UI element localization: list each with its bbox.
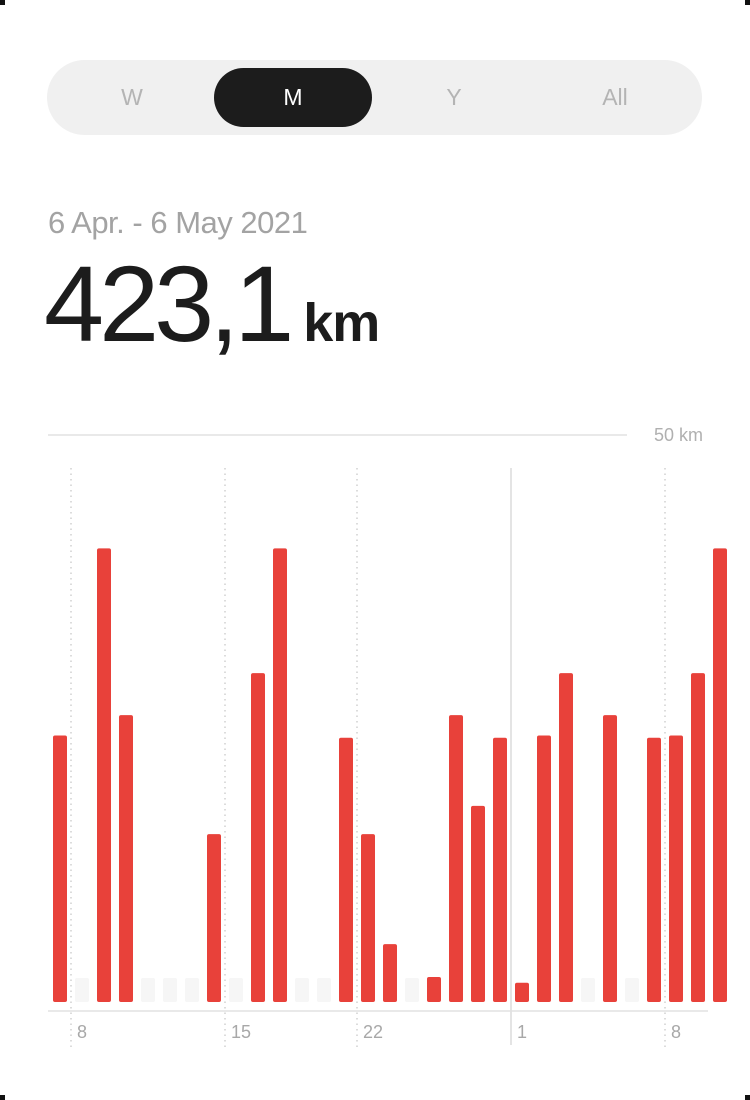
x-tick-label: 8 xyxy=(671,1022,681,1042)
bar xyxy=(97,548,111,1002)
bar xyxy=(427,977,441,1002)
tab-year[interactable]: Y xyxy=(446,84,462,110)
total-distance-unit: km xyxy=(303,293,380,353)
empty-bar xyxy=(75,978,89,1002)
empty-bar xyxy=(229,978,243,1002)
bar xyxy=(471,805,485,1002)
total-distance: 423,1 km xyxy=(44,243,380,364)
daily-distance-chart: 50 km 8 15 22 1 8 xyxy=(48,425,727,1047)
bar xyxy=(493,737,507,1002)
date-range: 6 Apr. - 6 May 2021 xyxy=(48,205,308,240)
total-distance-value: 423,1 xyxy=(44,243,294,364)
bar xyxy=(603,715,617,1002)
x-tick-label: 15 xyxy=(231,1022,251,1042)
period-segmented-control: W M Y All xyxy=(47,60,702,135)
empty-bar xyxy=(163,978,177,1002)
bar xyxy=(537,735,551,1002)
tab-month[interactable]: M xyxy=(214,68,372,127)
bar xyxy=(361,834,375,1002)
bar xyxy=(273,548,287,1002)
empty-bar xyxy=(295,978,309,1002)
reference-label: 50 km xyxy=(654,425,703,445)
bar xyxy=(449,715,463,1002)
bar xyxy=(119,715,133,1002)
empty-bar xyxy=(141,978,155,1002)
empty-bar xyxy=(625,978,639,1002)
bar xyxy=(207,834,221,1002)
tab-week[interactable]: W xyxy=(121,84,143,110)
corner-mark xyxy=(0,1095,5,1100)
corner-mark xyxy=(745,1095,750,1100)
bar xyxy=(339,737,353,1002)
bar xyxy=(559,673,573,1002)
empty-bar xyxy=(317,978,331,1002)
bar xyxy=(669,735,683,1002)
bar xyxy=(251,673,265,1002)
empty-bar xyxy=(185,978,199,1002)
bar xyxy=(647,737,661,1002)
corner-mark xyxy=(0,0,5,5)
empty-bar xyxy=(405,978,419,1002)
empty-bar xyxy=(581,978,595,1002)
bar xyxy=(515,982,529,1002)
tab-all[interactable]: All xyxy=(602,84,628,110)
x-tick-label: 8 xyxy=(77,1022,87,1042)
bar xyxy=(53,735,67,1002)
bar xyxy=(383,944,397,1002)
bar xyxy=(691,673,705,1002)
corner-mark xyxy=(745,0,750,5)
x-tick-label: 22 xyxy=(363,1022,383,1042)
x-tick-label: 1 xyxy=(517,1022,527,1042)
bar xyxy=(713,548,727,1002)
